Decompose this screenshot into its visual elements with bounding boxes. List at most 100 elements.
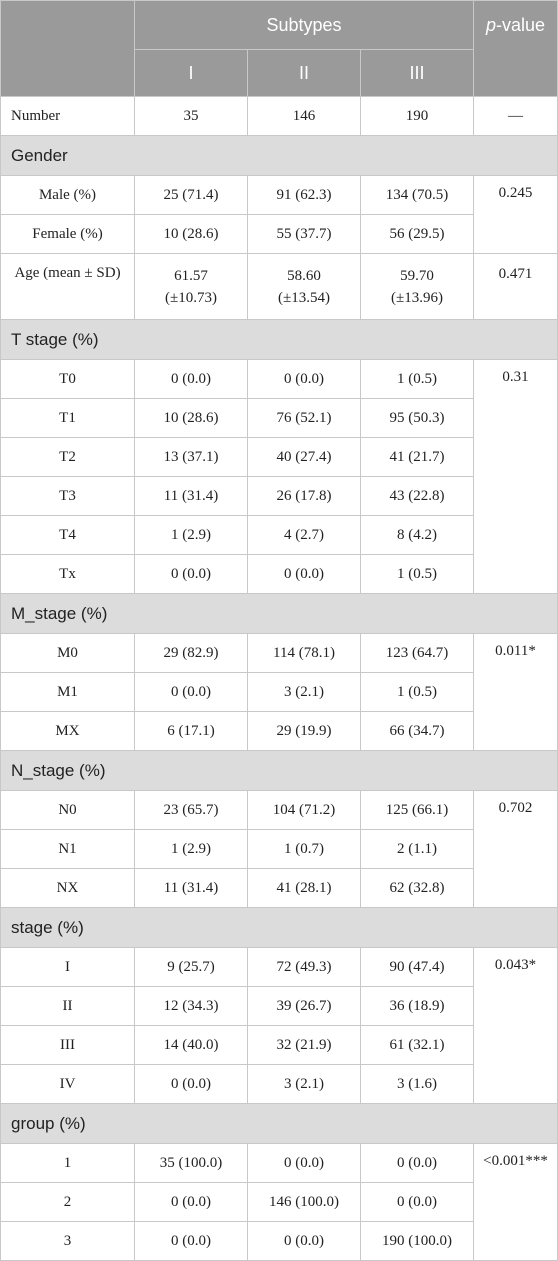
age-sd: (±10.73) [165,289,217,306]
section-title: stage (%) [0,907,558,948]
cell-III: 1 (0.5) [359,672,475,712]
table-row: N0 23 (65.7) 104 (71.2) 125 (66.1) 0.702 [0,790,558,908]
table-row: T1 10 (28.6) 76 (52.1) 95 (50.3) [0,398,558,438]
cell-I: 0 (0.0) [134,672,248,712]
row-label: T3 [0,476,135,516]
section-title: N_stage (%) [0,750,558,791]
cell-III: 95 (50.3) [359,398,475,438]
cell-III: 36 (18.9) [359,986,475,1026]
age-sd: (±13.96) [391,289,443,306]
cell-II: 3 (2.1) [247,672,361,712]
subtype-header-row: I II III [1,49,558,97]
cell-II: 0 (0.0) [247,1143,361,1183]
table-row: T4 1 (2.9) 4 (2.7) 8 (4.2) [0,515,558,555]
row-label: Age (mean ± SD) [0,253,135,320]
cell-II: 104 (71.2) [247,790,361,830]
cell-I: 0 (0.0) [134,554,248,594]
age-mean: 59.70 [400,267,434,284]
row-label: IV [0,1064,135,1104]
cell-I: 11 (31.4) [134,868,248,908]
age-sd: (±13.54) [278,289,330,306]
cell-III: 90 (47.4) [359,947,475,987]
cell-I: 35 (100.0) [134,1143,248,1183]
cell-I: 13 (37.1) [134,437,248,477]
cell-I: 10 (28.6) [134,398,248,438]
table-row: I 9 (25.7) 72 (49.3) 90 (47.4) 0.043* [0,947,558,1104]
cell-III: 125 (66.1) [359,790,475,830]
cell-I: 10 (28.6) [134,214,248,254]
section-gender: Gender [0,135,558,176]
subtype-I-header: I [134,49,248,97]
cell-II: 1 (0.7) [247,829,361,869]
cell-III: 123 (64.7) [359,633,475,673]
table-row: Tx 0 (0.0) 0 (0.0) 1 (0.5) [0,554,558,594]
section-title: T stage (%) [0,319,558,360]
row-label: 2 [0,1182,135,1222]
row-label: III [0,1025,135,1065]
table-row: T2 13 (37.1) 40 (27.4) 41 (21.7) [0,437,558,477]
cell-p: — [473,96,558,136]
table-row: M0 29 (82.9) 114 (78.1) 123 (64.7) 0.011… [0,633,558,751]
row-label: T2 [0,437,135,477]
cell-p: 0.702 [473,790,558,908]
subtype-II-header: II [247,49,361,97]
p-value-header: p-value [473,0,558,97]
row-label: II [0,986,135,1026]
cell-III: 0 (0.0) [359,1182,475,1222]
cell-II: 4 (2.7) [247,515,361,555]
cell-II: 0 (0.0) [247,359,361,399]
section-n-stage: N_stage (%) [0,750,558,791]
cell-III: 62 (32.8) [359,868,475,908]
cell-I: 1 (2.9) [134,515,248,555]
cell-I: 0 (0.0) [134,1182,248,1222]
cell-I: 0 (0.0) [134,359,248,399]
row-label: M0 [0,633,135,673]
cell-II: 55 (37.7) [247,214,361,254]
section-m-stage: M_stage (%) [0,593,558,634]
table-row: III 14 (40.0) 32 (21.9) 61 (32.1) [0,1025,558,1065]
cell-I: 25 (71.4) [134,175,248,215]
cell-p: <0.001*** [473,1143,558,1261]
age-mean: 58.60 [287,267,321,284]
cell-II: 32 (21.9) [247,1025,361,1065]
row-label: Tx [0,554,135,594]
cell-III: 59.70 (±13.96) [359,253,475,320]
age-mean: 61.57 [174,267,208,284]
row-label: N1 [0,829,135,869]
table-row: IV 0 (0.0) 3 (2.1) 3 (1.6) [0,1064,558,1104]
cell-III: 190 [359,96,475,136]
section-title: group (%) [0,1103,558,1144]
cell-II: 146 [247,96,361,136]
cell-p: 0.471 [473,253,558,320]
cell-II: 146 (100.0) [247,1182,361,1222]
cell-II: 91 (62.3) [247,175,361,215]
cell-III: 66 (34.7) [359,711,475,751]
cell-III: 0 (0.0) [359,1143,475,1183]
header-corner [0,0,135,97]
cell-III: 190 (100.0) [359,1221,475,1261]
row-label: 3 [0,1221,135,1261]
row-label: M1 [0,672,135,712]
cell-III: 1 (0.5) [359,359,475,399]
section-stage: stage (%) [0,907,558,948]
cell-II: 58.60 (±13.54) [247,253,361,320]
cell-II: 76 (52.1) [247,398,361,438]
cell-III: 61 (32.1) [359,1025,475,1065]
table-row: MX 6 (17.1) 29 (19.9) 66 (34.7) [0,711,558,751]
cell-I: 11 (31.4) [134,476,248,516]
table-row: T0 0 (0.0) 0 (0.0) 1 (0.5) 0.31 [0,359,558,594]
cell-II: 0 (0.0) [247,1221,361,1261]
cell-III: 2 (1.1) [359,829,475,869]
p-value-header-italic: p [486,15,497,35]
cell-I: 29 (82.9) [134,633,248,673]
p-value-header-rest: -value [496,15,546,35]
section-group: group (%) [0,1103,558,1144]
table-row: II 12 (34.3) 39 (26.7) 36 (18.9) [0,986,558,1026]
cell-I: 1 (2.9) [134,829,248,869]
row-label: Number [0,96,135,136]
cell-I: 0 (0.0) [134,1064,248,1104]
cell-III: 134 (70.5) [359,175,475,215]
cell-II: 72 (49.3) [247,947,361,987]
cell-III: 41 (21.7) [359,437,475,477]
